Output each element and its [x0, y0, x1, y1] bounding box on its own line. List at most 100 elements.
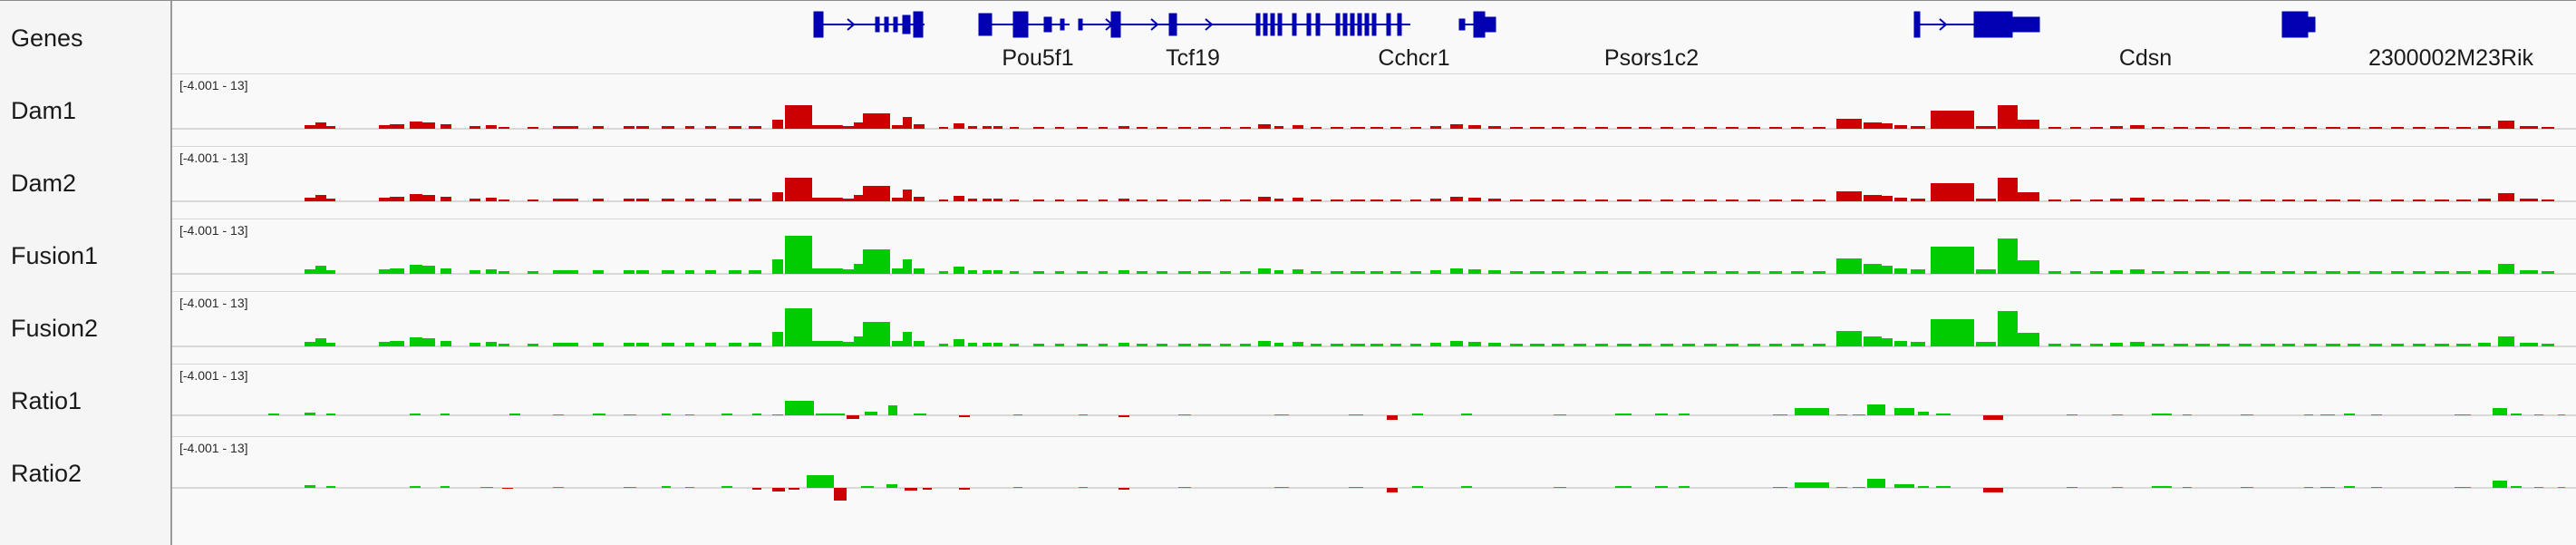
- signal-bar: [772, 192, 783, 201]
- signal-bar: [410, 265, 422, 274]
- signal-bar: [486, 342, 497, 346]
- signal-bar: [1370, 200, 1383, 201]
- signal-bar: [624, 343, 634, 346]
- gene-label-2300002m23rik[interactable]: 2300002M23Rik: [2368, 45, 2534, 71]
- signal-bar: [2152, 271, 2164, 274]
- signal-bar: [564, 126, 578, 129]
- signal-track-dam1[interactable]: [-4.001 - 13]: [172, 73, 2576, 147]
- signal-bar: [1387, 415, 1398, 420]
- signal-bar: [2478, 126, 2491, 129]
- signal-bar: [1813, 344, 1825, 346]
- signal-bar: [1791, 200, 1804, 201]
- signal-bar: [1157, 271, 1167, 274]
- signal-bar: [1412, 414, 1423, 415]
- signal-bar: [2241, 414, 2253, 415]
- signal-bar: [863, 113, 890, 129]
- signal-bar: [1704, 200, 1717, 201]
- signal-bar: [2152, 200, 2164, 201]
- gene-label-pou5f1[interactable]: Pou5f1: [1002, 45, 1074, 71]
- track-name-fusion1[interactable]: Fusion1: [11, 242, 99, 269]
- signal-bar: [379, 342, 390, 346]
- signal-bar: [2112, 487, 2123, 488]
- track-name-dam2[interactable]: Dam2: [11, 170, 77, 197]
- signal-track-fusion1[interactable]: [-4.001 - 13]: [172, 219, 2576, 292]
- signal-bar: [2435, 127, 2449, 129]
- signal-bar: [785, 105, 812, 129]
- signal-bar: [662, 270, 674, 274]
- signal-bar: [2152, 486, 2172, 488]
- exon: [2011, 16, 2040, 33]
- gene-label-cdsn[interactable]: Cdsn: [2118, 45, 2173, 71]
- signal-bar: [1615, 486, 1632, 488]
- signal-bar: [2435, 200, 2449, 201]
- gene-structures: [813, 11, 2316, 38]
- signal-bar: [1311, 271, 1322, 274]
- signal-bar: [2282, 127, 2295, 129]
- signal-track-ratio1[interactable]: [-4.001 - 13]: [172, 364, 2576, 437]
- signal-bar: [1274, 414, 1289, 415]
- signal-bar: [305, 198, 315, 201]
- signal-bar: [705, 199, 716, 201]
- track-name-genes[interactable]: Genes: [11, 24, 83, 52]
- exon: [1473, 11, 1486, 38]
- signal-bar: [2455, 414, 2471, 415]
- gene-label-psors1c2[interactable]: Psors1c2: [1603, 45, 1700, 71]
- signal-bar: [486, 125, 497, 129]
- signal-bar: [528, 344, 538, 346]
- track-name-fusion2[interactable]: Fusion2: [11, 315, 99, 342]
- signal-bar: [2456, 271, 2471, 274]
- data-panel[interactable]: Pou5f1 Tcf19 Cchcr1 Psors1c2 Cdsn 230000…: [172, 1, 2576, 545]
- gene-label-tcf19[interactable]: Tcf19: [1166, 45, 1220, 71]
- signal-bar: [903, 332, 912, 346]
- signal-bar: [2152, 127, 2164, 129]
- signal-bar: [662, 486, 671, 488]
- signal-bar: [1013, 414, 1022, 415]
- signal-bar: [305, 342, 315, 346]
- track-name-ratio2[interactable]: Ratio2: [11, 460, 82, 487]
- signal-bar: [2241, 487, 2253, 488]
- signal-bar: [1010, 271, 1019, 274]
- signal-bar: [2326, 344, 2340, 346]
- track-name-ratio1[interactable]: Ratio1: [11, 387, 82, 414]
- signal-bar: [1936, 486, 1951, 488]
- signal-bar: [1099, 344, 1108, 346]
- signal-bar: [1055, 127, 1064, 129]
- signal-bar: [1390, 271, 1401, 274]
- signal-bar: [2493, 408, 2507, 415]
- signal-bar: [2070, 271, 2081, 274]
- signal-bar: [1293, 269, 1303, 274]
- signal-track-fusion2[interactable]: [-4.001 - 13]: [172, 291, 2576, 365]
- signal-bar: [1119, 126, 1129, 129]
- signal-bar: [1931, 247, 1974, 274]
- signal-bar: [2217, 200, 2230, 201]
- strand-arrow: [1205, 18, 1214, 31]
- signal-bar: [528, 127, 538, 129]
- signal-bar: [2261, 344, 2275, 346]
- track-name-dam1[interactable]: Dam1: [11, 97, 77, 124]
- signal-track-ratio2[interactable]: [-4.001 - 13]: [172, 436, 2576, 510]
- data-range-label: [-4.001 - 13]: [179, 223, 248, 238]
- signal-bar: [1370, 271, 1383, 274]
- signal-bar: [1430, 126, 1441, 129]
- gene-label-cchcr1[interactable]: Cchcr1: [1378, 45, 1450, 71]
- gene-track[interactable]: Pou5f1 Tcf19 Cchcr1 Psors1c2 Cdsn 230000…: [172, 1, 2576, 73]
- exon: [1315, 13, 1321, 36]
- signal-bar: [1198, 200, 1211, 201]
- signal-bar: [2304, 271, 2317, 274]
- signal-bar: [2018, 120, 2039, 129]
- exon: [1306, 13, 1312, 36]
- signal-bar: [1410, 200, 1421, 201]
- exon: [1342, 13, 1348, 36]
- signal-bar: [1077, 344, 1088, 346]
- signal-bar: [1931, 111, 1974, 129]
- signal-bar: [993, 126, 1002, 129]
- signal-bar: [1033, 200, 1044, 201]
- signal-bar: [1157, 344, 1167, 346]
- exon: [2281, 11, 2309, 38]
- signal-bar: [1410, 344, 1421, 346]
- signal-bar: [854, 264, 863, 274]
- signal-track-dam2[interactable]: [-4.001 - 13]: [172, 146, 2576, 219]
- signal-bar: [410, 122, 422, 129]
- signal-bar: [2320, 414, 2335, 415]
- signal-bar: [2455, 487, 2471, 488]
